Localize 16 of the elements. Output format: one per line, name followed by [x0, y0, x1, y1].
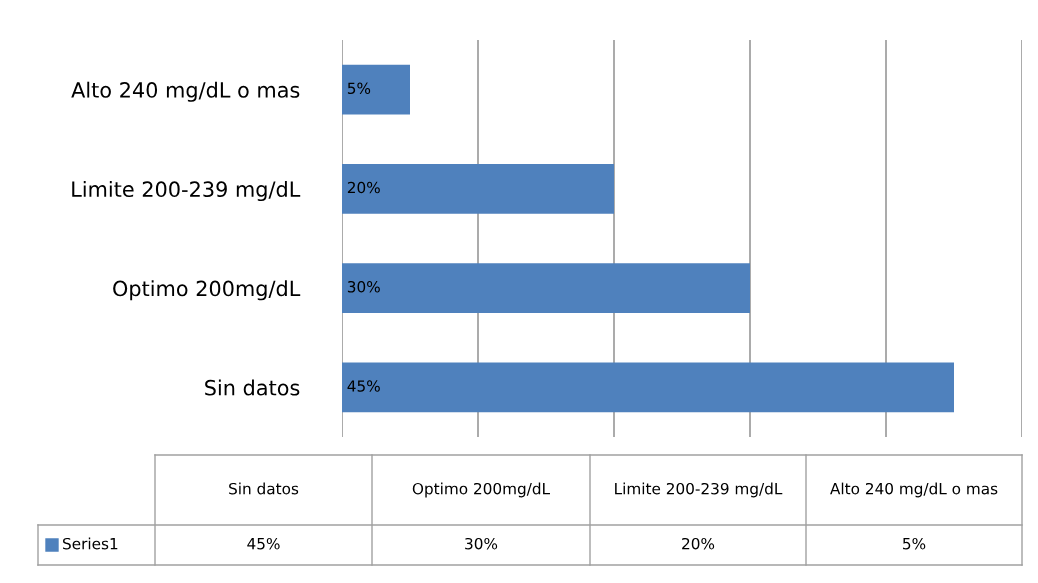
- category-label: Alto 240 mg/dL o mas: [830, 482, 998, 498]
- category-label: Limite 200-239 mg/dL: [615, 482, 783, 498]
- text: 45%: [247, 537, 280, 550]
- data-label: 20%: [347, 181, 380, 194]
- y-tick-label: Optimo 200mg/dL: [113, 280, 301, 301]
- data-label: 45%: [347, 380, 380, 392]
- text: 30%: [465, 537, 498, 550]
- y-tick-label: Limite 200-239 mg/dL: [72, 180, 301, 202]
- legend-label: Series1: [63, 537, 118, 550]
- data-label: 5%: [347, 82, 371, 95]
- text: 5%: [903, 537, 926, 550]
- y-tick-label: Sin datos: [205, 379, 300, 396]
- data-label: 30%: [347, 281, 380, 293]
- category-label: Optimo 200mg/dL: [412, 482, 550, 498]
- y-tick-label: Alto 240 mg/dL o mas: [71, 81, 300, 102]
- text: 20%: [682, 537, 715, 550]
